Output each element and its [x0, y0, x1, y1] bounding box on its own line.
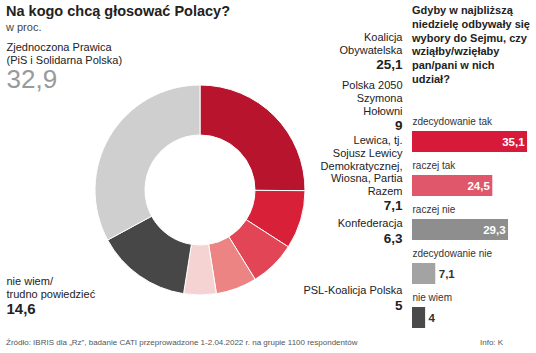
svg-text:5: 5: [395, 298, 403, 313]
html-text:Info: K: Info: K: [480, 338, 504, 347]
svg-text:Polska 2050SzymonaHołowni: Polska 2050SzymonaHołowni: [342, 79, 403, 116]
svg-text:raczej tak: raczej tak: [413, 160, 457, 171]
svg-text:nie wiem: nie wiem: [413, 292, 452, 303]
svg-text:7,1: 7,1: [439, 268, 456, 280]
html-text:Na kogo chcą głosować Polacy?: Na kogo chcą głosować Polacy?: [6, 3, 230, 19]
svg-text:Zjednoczona Prawica(PiS i Soli: Zjednoczona Prawica(PiS i Solidarna Pols…: [7, 41, 123, 66]
svg-text:35,1: 35,1: [502, 136, 525, 148]
svg-text:32,9: 32,9: [7, 64, 58, 94]
svg-text:PSL-Koalicja Polska: PSL-Koalicja Polska: [303, 284, 403, 296]
svg-text:24,5: 24,5: [467, 180, 490, 192]
svg-text:zdecydowanie tak: zdecydowanie tak: [413, 116, 493, 127]
svg-text:9: 9: [395, 118, 403, 133]
svg-text:nie wiem/trudno powiedzieć: nie wiem/trudno powiedzieć: [7, 275, 96, 300]
svg-text:4: 4: [429, 312, 436, 324]
svg-text:25,1: 25,1: [376, 57, 403, 72]
svg-text:Konfederacja: Konfederacja: [338, 217, 404, 229]
svg-text:14,6: 14,6: [7, 300, 36, 317]
html-text:Źródło: IBRIS dla „Rz”, badani: Źródło: IBRIS dla „Rz”, badanie CATI prz…: [6, 338, 358, 347]
svg-text:6,3: 6,3: [384, 231, 403, 246]
svg-text:raczej nie: raczej nie: [413, 204, 456, 215]
svg-text:7,1: 7,1: [384, 198, 403, 213]
html-text:w proc.: w proc.: [6, 21, 42, 33]
svg-text:29,3: 29,3: [483, 224, 505, 236]
svg-text:KoalicjaObywatelska: KoalicjaObywatelska: [340, 31, 404, 56]
svg-text:zdecydowanie nie: zdecydowanie nie: [413, 248, 493, 259]
svg-text:Lewica, tj.Sojusz LewicyDemokr: Lewica, tj.Sojusz LewicyDemokratycznej,W…: [321, 134, 404, 197]
html-text:Gdyby w najbliższą niedzielę o: Gdyby w najbliższą niedzielę odbywały si…: [412, 4, 530, 85]
